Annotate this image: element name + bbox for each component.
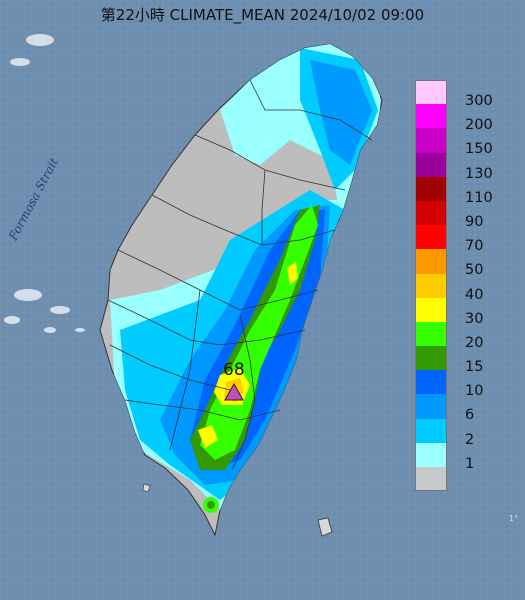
legend-item: 130 [413,152,523,182]
map-title: 第22小時 CLIMATE_MEAN 2024/10/02 09:00 [100,6,425,24]
legend-item: 110 [413,176,523,206]
legend-item: 40 [413,273,523,303]
legend-swatch [415,80,447,105]
legend-item: 150 [413,128,523,157]
legend-swatch [415,442,447,467]
legend-label: 2 [465,431,475,448]
max-value-label: 68 [223,360,245,380]
legend-label: 50 [465,262,484,279]
legend-label: 200 [465,117,493,134]
legend-swatch [415,104,447,129]
legend-swatch [415,200,447,226]
legend-item: 90 [413,200,523,230]
legend-item: 15 [413,346,523,375]
legend-item: 70 [413,225,523,254]
max-location-marker [224,383,244,401]
legend-swatch [415,176,447,201]
legend-label: 70 [465,238,484,255]
legend-item: 30 [413,297,523,327]
legend-swatch [415,225,447,250]
legend-swatch [415,273,447,298]
legend-label: 40 [465,286,484,303]
legend-label: 15 [465,359,484,376]
legend-item [413,467,523,492]
legend-label: 300 [465,93,493,109]
legend-item: 50 [413,249,523,278]
legend-swatch [415,297,447,322]
legend-item: 20 [413,321,523,351]
legend-label: 130 [465,165,493,182]
legend-swatch [415,418,447,443]
legend-label: 150 [465,141,493,158]
legend-swatch [415,370,447,395]
county-borders [107,79,373,471]
legend-swatch [415,346,447,371]
legend-item: 1 [413,442,523,472]
legend-item: 200 [413,104,523,133]
legend-swatch [415,128,447,153]
legend-swatch [415,394,447,419]
green-island [317,517,333,537]
legend-swatch [415,467,447,492]
legend-label: 20 [465,334,484,351]
legend-label: 90 [465,213,484,230]
legend-swatch [415,321,447,347]
legend-item: 6 [413,394,523,423]
coordinate-mark: 1° [509,514,519,523]
legend-item: 10 [413,370,523,399]
legend-item: 300 [413,80,523,109]
legend-item: 2 [413,418,523,448]
small-island [142,483,151,493]
legend-label: 1 [465,455,475,472]
legend-swatch [415,152,447,177]
legend-label: 6 [465,407,475,424]
legend-label: 110 [465,189,493,206]
legend-label: 10 [465,383,484,400]
legend-swatch [415,249,447,274]
legend-label: 30 [465,310,484,327]
cloud-patches [4,34,85,333]
color-legend: 300 200 150 130 110 90 70 50 40 30 20 15 10 6 2 1 [413,80,523,492]
